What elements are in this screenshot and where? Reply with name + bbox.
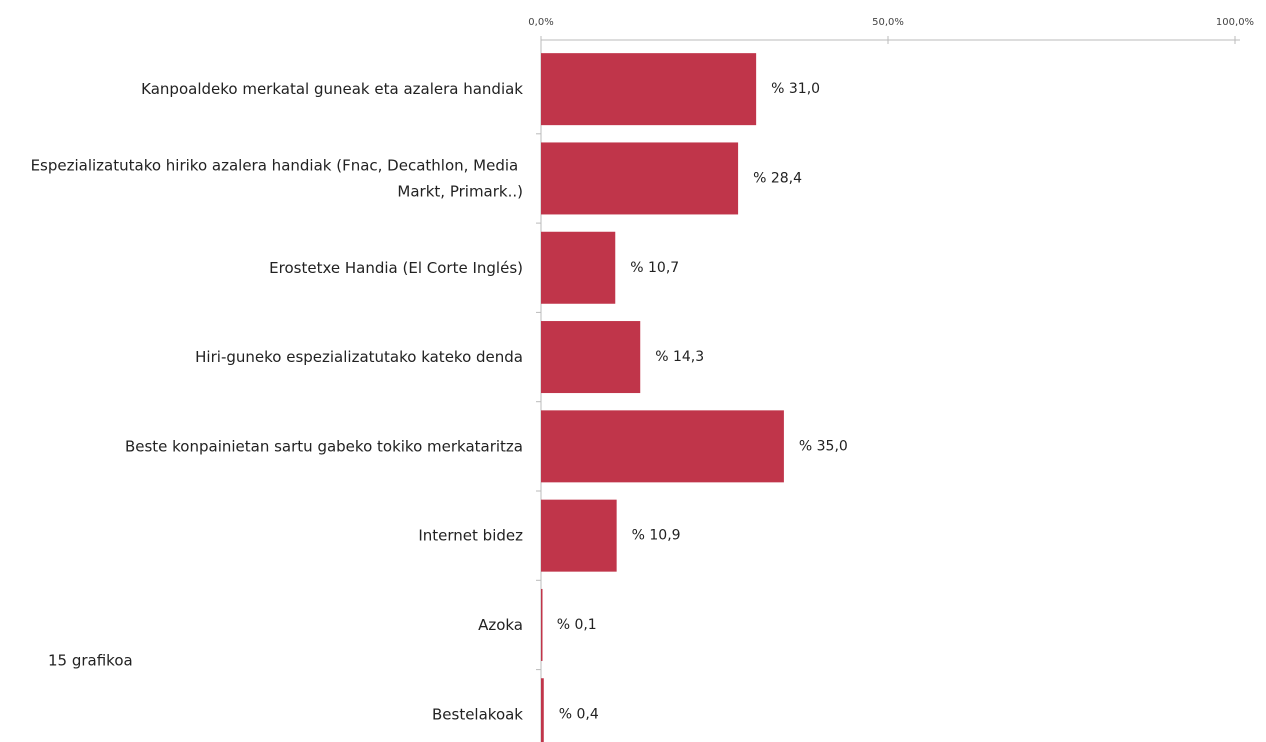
bar [541, 142, 739, 215]
value-label: % 14,3 [655, 349, 704, 365]
bar [541, 678, 544, 742]
y-tick-label: Hiri-guneko espezializatutako kateko den… [195, 348, 523, 366]
bar [541, 588, 543, 661]
x-tick-label: 50,0% [872, 17, 904, 28]
bar [541, 53, 757, 126]
value-label: % 28,4 [753, 170, 802, 186]
bar [541, 231, 616, 304]
value-label: % 0,4 [559, 706, 599, 722]
value-label: % 35,0 [799, 438, 848, 454]
value-label: % 31,0 [771, 81, 820, 97]
bar [541, 499, 617, 572]
x-tick-label: 100,0% [1216, 17, 1254, 28]
y-tick-label: Erostetxe Handia (El Corte Inglés) [269, 258, 523, 276]
y-tick-label: Internet bidez [418, 526, 523, 544]
bar [541, 410, 784, 483]
bar [541, 321, 641, 394]
y-tick-label: Beste konpainietan sartu gabeko tokiko m… [125, 437, 523, 455]
y-tick-label: Kanpoaldeko merkatal guneak eta azalera … [141, 80, 523, 98]
value-label: % 10,7 [630, 260, 679, 276]
x-tick-label: 0,0% [528, 17, 553, 28]
y-tick-label: Azoka [478, 615, 523, 633]
caption: 15 grafikoa [48, 652, 133, 670]
y-tick-label: Bestelakoak [432, 705, 523, 723]
value-label: % 0,1 [557, 617, 597, 633]
value-label: % 10,9 [632, 528, 681, 544]
y-tick-label: Espezializatutako hiriko azalera handiak… [31, 156, 523, 200]
